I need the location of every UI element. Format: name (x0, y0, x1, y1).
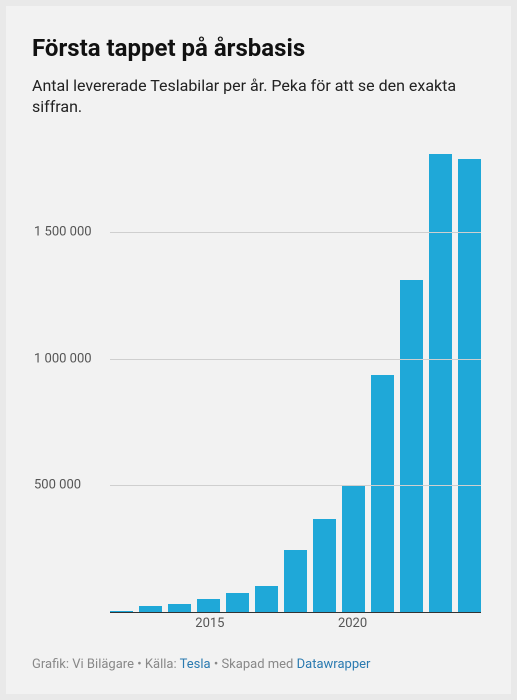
bars-container (110, 144, 481, 612)
footer-kalla-label: Källa: (145, 657, 177, 672)
gridline (110, 359, 481, 360)
y-axis-label: 1 000 000 (32, 351, 104, 366)
gridline (110, 232, 481, 233)
bar[interactable] (168, 604, 191, 612)
bar[interactable] (226, 593, 249, 612)
gridline (110, 485, 481, 486)
bar[interactable] (458, 159, 481, 612)
footer-source-link[interactable]: Tesla (180, 657, 211, 672)
y-axis-label: 500 000 (32, 478, 104, 493)
bar[interactable] (284, 550, 307, 612)
bar[interactable] (429, 154, 452, 612)
chart: 500 0001 000 0001 500 000 20152020 (32, 136, 485, 646)
footer-grafik-label: Grafik: (32, 657, 69, 672)
footer-separator: • (137, 657, 141, 672)
x-axis-label: 2015 (195, 616, 224, 631)
bar[interactable] (342, 485, 365, 611)
chart-footer: Grafik: Vi Bilägare • Källa: Tesla • Ska… (32, 656, 485, 674)
bar[interactable] (313, 519, 336, 612)
x-axis-label: 2020 (338, 616, 367, 631)
footer-grafik-value: Vi Bilägare (72, 657, 134, 672)
chart-subtitle: Antal levererade Teslabilar per år. Peka… (32, 75, 485, 118)
y-axis-label: 1 500 000 (32, 225, 104, 240)
chart-card: Första tappet på årsbasis Antal leverera… (6, 6, 511, 694)
chart-title: Första tappet på årsbasis (32, 34, 485, 63)
chart-area: 500 0001 000 0001 500 000 20152020 (32, 136, 485, 646)
footer-skapad-label: Skapad med (221, 657, 293, 672)
bar[interactable] (255, 586, 278, 612)
footer-tool-link[interactable]: Datawrapper (297, 657, 371, 672)
x-axis: 2015 2020 (110, 616, 481, 636)
footer-separator: • (214, 657, 218, 672)
bar[interactable] (400, 280, 423, 612)
bar[interactable] (197, 599, 220, 612)
plot-area: 500 0001 000 0001 500 000 (110, 144, 481, 612)
bar[interactable] (371, 375, 394, 612)
gridline (110, 612, 481, 613)
